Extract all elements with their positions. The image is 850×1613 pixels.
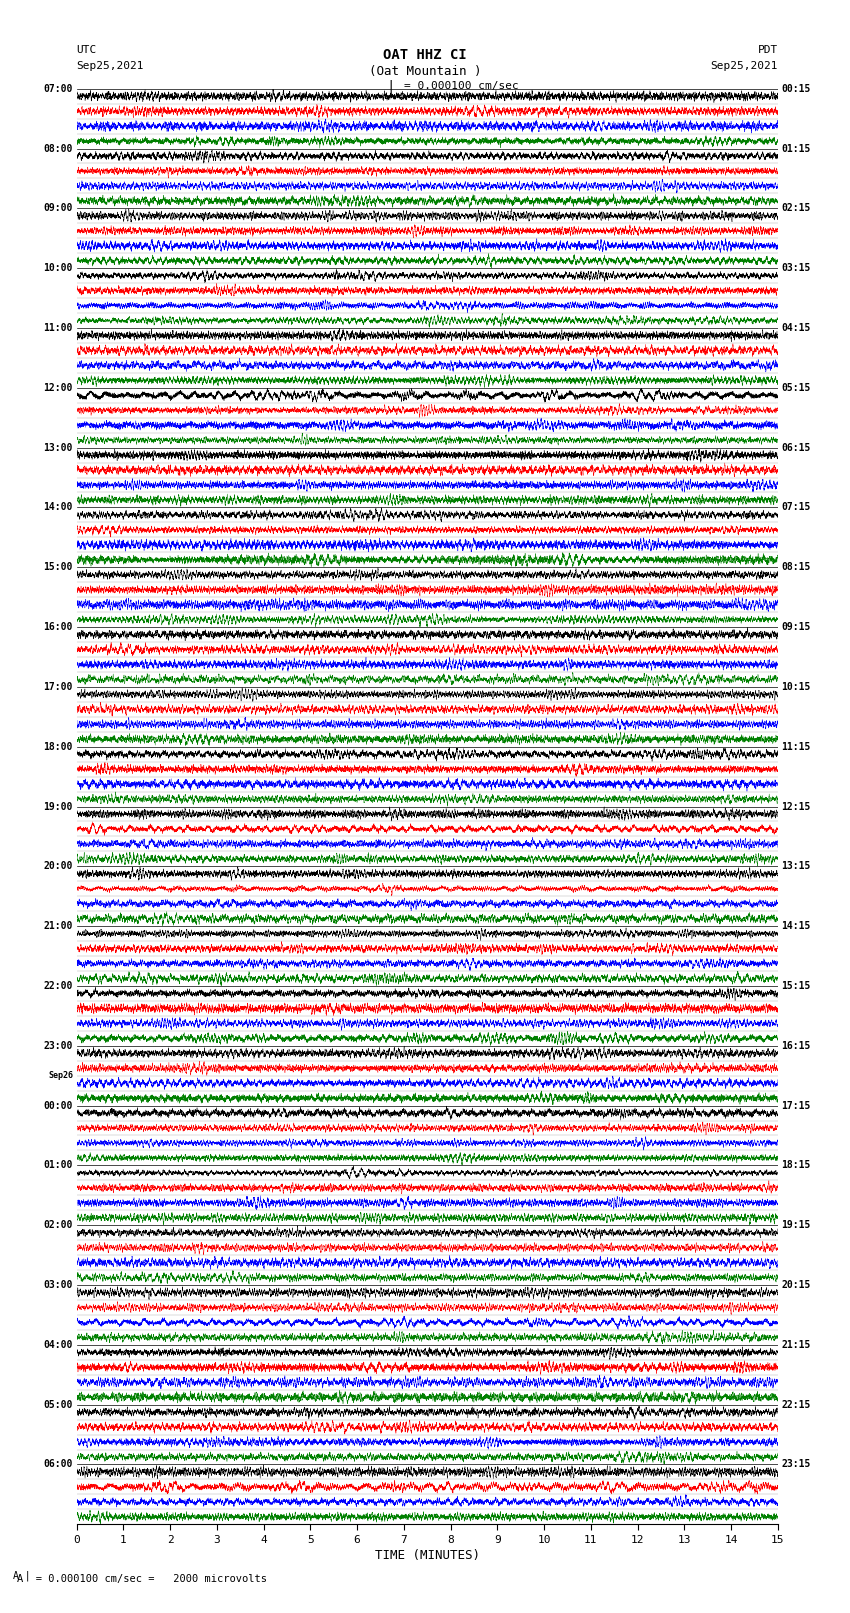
- Text: 21:00: 21:00: [43, 921, 73, 931]
- Text: 12:15: 12:15: [781, 802, 811, 811]
- Text: 13:00: 13:00: [43, 442, 73, 453]
- Text: 08:15: 08:15: [781, 563, 811, 573]
- Text: Sep25,2021: Sep25,2021: [711, 61, 778, 71]
- Text: A |: A |: [13, 1569, 31, 1581]
- Text: 04:00: 04:00: [43, 1340, 73, 1350]
- Text: 05:00: 05:00: [43, 1400, 73, 1410]
- Text: 17:00: 17:00: [43, 682, 73, 692]
- Text: 02:00: 02:00: [43, 1219, 73, 1231]
- Text: 19:15: 19:15: [781, 1219, 811, 1231]
- Text: 09:15: 09:15: [781, 623, 811, 632]
- Text: 01:15: 01:15: [781, 144, 811, 153]
- Text: UTC: UTC: [76, 45, 97, 55]
- Text: 17:15: 17:15: [781, 1100, 811, 1111]
- Text: Sep26: Sep26: [48, 1071, 73, 1081]
- Text: 14:15: 14:15: [781, 921, 811, 931]
- Text: 00:00: 00:00: [43, 1100, 73, 1111]
- Text: 19:00: 19:00: [43, 802, 73, 811]
- Text: 18:00: 18:00: [43, 742, 73, 752]
- Text: 03:15: 03:15: [781, 263, 811, 273]
- Text: 16:15: 16:15: [781, 1040, 811, 1050]
- Text: 13:15: 13:15: [781, 861, 811, 871]
- Text: 18:15: 18:15: [781, 1160, 811, 1171]
- Text: 20:00: 20:00: [43, 861, 73, 871]
- Text: 14:00: 14:00: [43, 502, 73, 513]
- Text: 23:15: 23:15: [781, 1460, 811, 1469]
- Text: 11:15: 11:15: [781, 742, 811, 752]
- Text: Sep25,2021: Sep25,2021: [76, 61, 144, 71]
- Text: 09:00: 09:00: [43, 203, 73, 213]
- Text: OAT HHZ CI: OAT HHZ CI: [383, 48, 467, 63]
- Text: 16:00: 16:00: [43, 623, 73, 632]
- Text: 10:00: 10:00: [43, 263, 73, 273]
- Text: 21:15: 21:15: [781, 1340, 811, 1350]
- Text: A  = 0.000100 cm/sec =   2000 microvolts: A = 0.000100 cm/sec = 2000 microvolts: [17, 1574, 267, 1584]
- Text: 08:00: 08:00: [43, 144, 73, 153]
- Text: 22:15: 22:15: [781, 1400, 811, 1410]
- Text: 05:15: 05:15: [781, 382, 811, 394]
- Text: 11:00: 11:00: [43, 323, 73, 332]
- Text: 20:15: 20:15: [781, 1281, 811, 1290]
- Text: 04:15: 04:15: [781, 323, 811, 332]
- Text: 02:15: 02:15: [781, 203, 811, 213]
- Text: 12:00: 12:00: [43, 382, 73, 394]
- X-axis label: TIME (MINUTES): TIME (MINUTES): [375, 1548, 479, 1561]
- Text: 22:00: 22:00: [43, 981, 73, 990]
- Text: |: |: [387, 79, 395, 94]
- Text: 06:15: 06:15: [781, 442, 811, 453]
- Text: 23:00: 23:00: [43, 1040, 73, 1050]
- Text: 00:15: 00:15: [781, 84, 811, 94]
- Text: = 0.000100 cm/sec: = 0.000100 cm/sec: [404, 81, 518, 90]
- Text: 06:00: 06:00: [43, 1460, 73, 1469]
- Text: (Oat Mountain ): (Oat Mountain ): [369, 65, 481, 77]
- Text: 03:00: 03:00: [43, 1281, 73, 1290]
- Text: 15:00: 15:00: [43, 563, 73, 573]
- Text: 15:15: 15:15: [781, 981, 811, 990]
- Text: 07:00: 07:00: [43, 84, 73, 94]
- Text: 10:15: 10:15: [781, 682, 811, 692]
- Text: PDT: PDT: [757, 45, 778, 55]
- Text: 07:15: 07:15: [781, 502, 811, 513]
- Text: 01:00: 01:00: [43, 1160, 73, 1171]
